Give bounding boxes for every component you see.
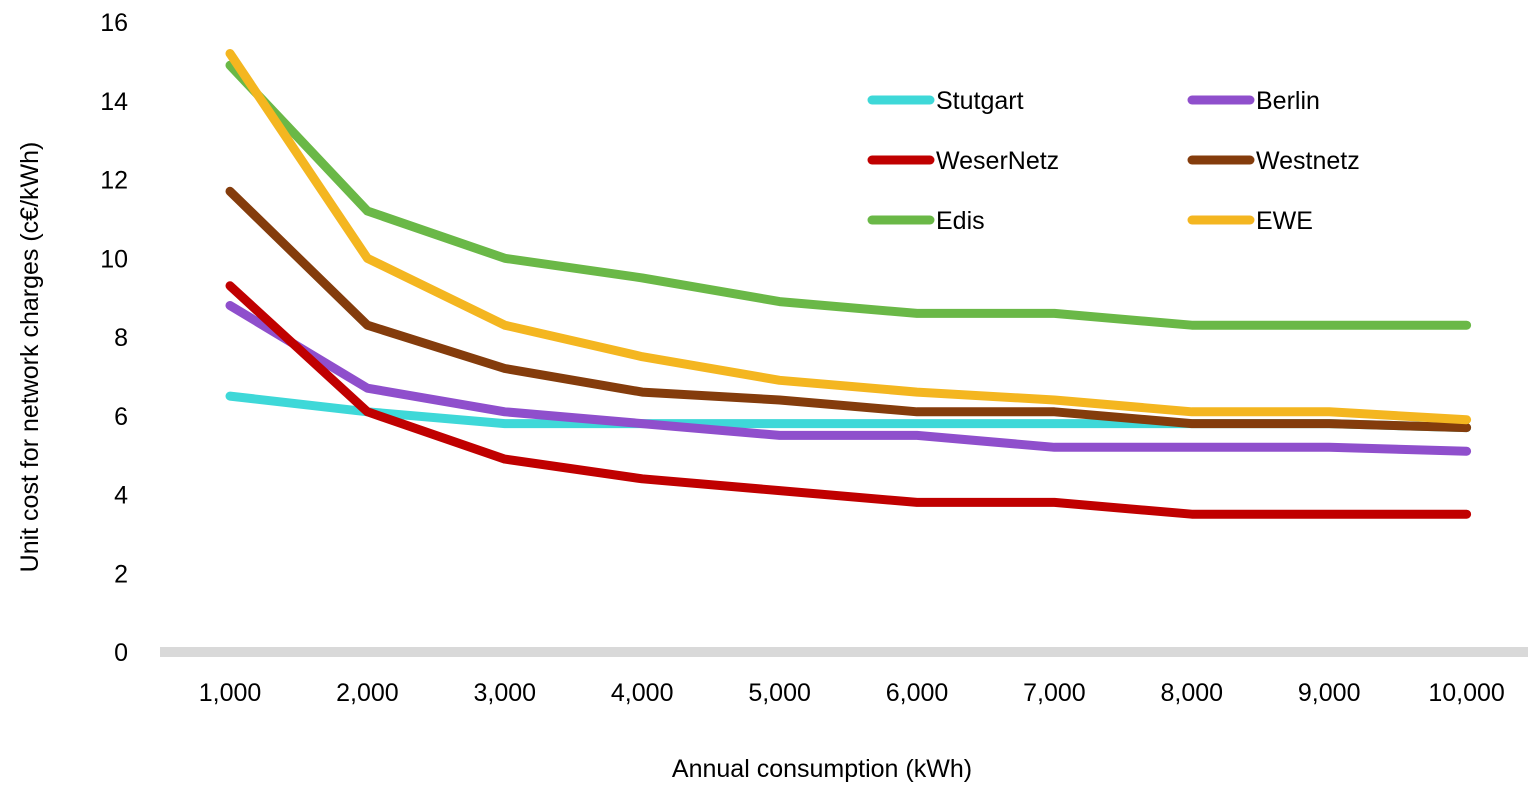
y-tick-label: 2 [114, 560, 128, 588]
series-line-berlin [225, 301, 1472, 456]
y-axis-title: Unit cost for network charges (c€/kWh) [16, 142, 44, 573]
y-tick-label: 6 [114, 403, 128, 431]
x-tick-label: 6,000 [886, 679, 949, 707]
x-axis-ticks: 1,000 2,000 3,000 4,000 5,000 6,000 7,000 8,000… [199, 679, 1505, 707]
legend-label: WeserNetz [936, 147, 1059, 175]
x-axis-title: Annual consumption (kWh) [672, 755, 972, 783]
legend-label: Edis [936, 207, 985, 235]
legend-label: Westnetz [1256, 147, 1360, 175]
legend-item-berlin: Berlin [1187, 87, 1320, 115]
legend-label: EWE [1256, 207, 1313, 235]
x-tick-label: 1,000 [199, 679, 262, 707]
y-tick-label: 8 [114, 324, 128, 352]
y-tick-label: 0 [114, 639, 128, 667]
legend-item-westnetz: Westnetz [1187, 147, 1360, 175]
legend-item-stutgart: Stutgart [867, 87, 1024, 115]
y-tick-label: 14 [100, 88, 128, 116]
y-tick-label: 4 [114, 482, 128, 510]
x-tick-label: 9,000 [1298, 679, 1361, 707]
x-tick-label: 2,000 [336, 679, 399, 707]
series-lines [225, 49, 1472, 519]
legend-label: Stutgart [936, 87, 1024, 115]
y-tick-label: 16 [100, 9, 128, 37]
x-tick-label: 3,000 [474, 679, 537, 707]
y-tick-label: 10 [100, 245, 128, 273]
x-tick-label: 5,000 [748, 679, 811, 707]
series-line-wesernetz [225, 281, 1472, 519]
series-line-ewe [225, 49, 1472, 425]
legend-label: Berlin [1256, 87, 1320, 115]
x-tick-label: 10,000 [1428, 679, 1504, 707]
legend: Stutgart Berlin WeserNetz Westnetz Edis EWE [867, 87, 1360, 235]
y-tick-label: 12 [100, 167, 128, 195]
legend-item-edis: Edis [867, 207, 985, 235]
x-tick-label: 8,000 [1161, 679, 1224, 707]
legend-item-wesernetz: WeserNetz [867, 147, 1059, 175]
series-line-westnetz [225, 186, 1472, 433]
x-tick-label: 4,000 [611, 679, 674, 707]
legend-item-ewe: EWE [1187, 207, 1313, 235]
x-tick-label: 7,000 [1023, 679, 1086, 707]
y-axis-ticks: 0 2 4 6 8 10 12 14 16 [100, 9, 128, 667]
series-line-edis [225, 60, 1472, 330]
